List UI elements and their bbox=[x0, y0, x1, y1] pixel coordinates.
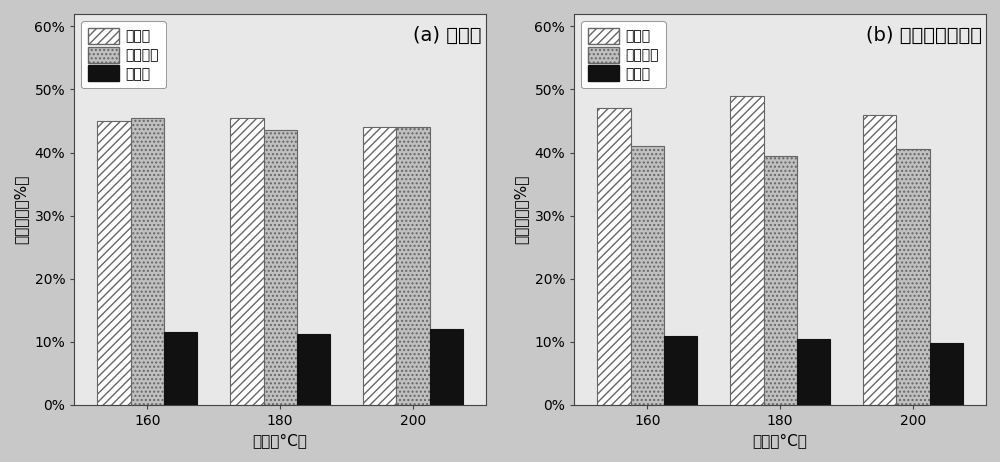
Legend: 纤维素, 半纤维素, 木质素: 纤维素, 半纤维素, 木质素 bbox=[581, 21, 666, 88]
Bar bbox=[896, 149, 930, 405]
Bar bbox=[730, 96, 764, 405]
Bar bbox=[396, 128, 430, 405]
X-axis label: 温度（°C）: 温度（°C） bbox=[753, 433, 808, 448]
Bar bbox=[164, 332, 197, 405]
X-axis label: 温度（°C）: 温度（°C） bbox=[253, 433, 308, 448]
Bar bbox=[363, 128, 396, 405]
Legend: 纤维素, 半纤维素, 木质素: 纤维素, 半纤维素, 木质素 bbox=[81, 21, 166, 88]
Bar bbox=[797, 339, 830, 405]
Bar bbox=[863, 115, 896, 405]
Bar bbox=[430, 329, 463, 405]
Bar bbox=[230, 118, 264, 405]
Bar bbox=[631, 146, 664, 405]
Bar bbox=[597, 109, 631, 405]
Text: (b) 细菌强化水热法: (b) 细菌强化水热法 bbox=[866, 25, 982, 45]
Bar bbox=[131, 118, 164, 405]
Y-axis label: 组成比例（%）: 组成比例（%） bbox=[514, 175, 529, 244]
Bar bbox=[297, 334, 330, 405]
Bar bbox=[264, 130, 297, 405]
Bar bbox=[764, 156, 797, 405]
Bar bbox=[930, 343, 963, 405]
Bar bbox=[97, 121, 131, 405]
Bar bbox=[664, 336, 697, 405]
Text: (a) 水热法: (a) 水热法 bbox=[413, 25, 482, 45]
Y-axis label: 组成比例（%）: 组成比例（%） bbox=[14, 175, 29, 244]
